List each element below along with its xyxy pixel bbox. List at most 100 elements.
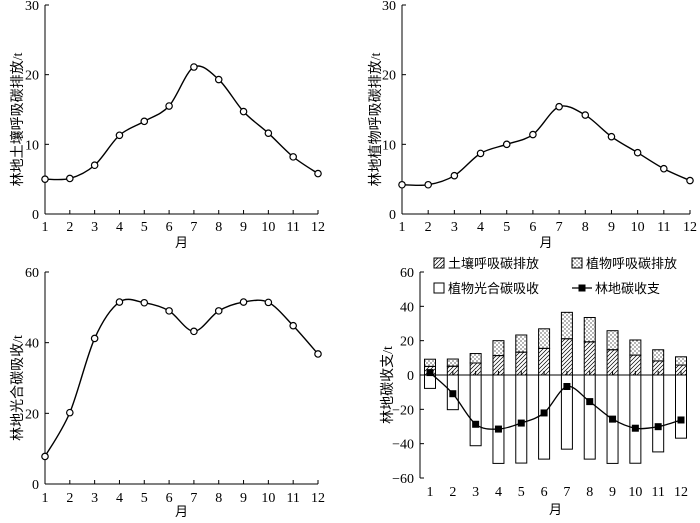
x-tick-label: 12: [674, 485, 688, 500]
x-tick-label: 3: [91, 491, 98, 506]
data-point: [581, 111, 590, 119]
x-tick-label: 2: [449, 485, 456, 500]
x-tick-label: 4: [116, 491, 123, 506]
x-tick-label: 12: [311, 491, 325, 506]
data-point: [660, 164, 668, 173]
series-line: [44, 65, 319, 181]
legend-swatch: [433, 282, 445, 294]
data-point: [398, 180, 406, 189]
bar-photosynthesis: [583, 374, 596, 460]
data-point: [555, 102, 563, 111]
bar-soil-respiration: [652, 360, 665, 376]
y-tick-label: 20: [25, 407, 39, 422]
y-axis-title: 林地植物呼吸碳排放/t: [368, 53, 384, 187]
data-point-net: [426, 369, 434, 377]
data-point-net: [494, 425, 502, 433]
bar-plant-respiration: [515, 334, 528, 353]
x-tick-label: 4: [495, 485, 502, 500]
bar-plant-respiration: [583, 316, 596, 343]
legend-item-3: 林地碳收支: [572, 281, 660, 296]
data-point-net: [631, 424, 639, 432]
bar-plant-respiration: [560, 311, 573, 340]
data-point-net: [540, 409, 548, 417]
data-point: [165, 102, 173, 110]
data-point: [686, 176, 694, 185]
x-tick-label: 1: [399, 220, 406, 235]
legend-item-1: 植物呼吸碳排放: [571, 256, 677, 271]
x-tick-label: 7: [190, 220, 197, 235]
y-tick-label: 0: [407, 369, 414, 384]
y-tick-label: −40: [392, 438, 414, 453]
y-tick-label: 0: [32, 478, 39, 493]
data-point: [529, 130, 537, 139]
data-point: [607, 132, 616, 141]
x-tick-label: 3: [451, 220, 458, 235]
x-tick-label: 6: [166, 220, 173, 235]
bar-plant-respiration: [469, 353, 482, 364]
x-axis-title: 月: [175, 504, 188, 518]
y-tick-label: −60: [392, 472, 414, 487]
bar-soil-respiration: [492, 355, 505, 376]
y-tick-label: 40: [25, 337, 39, 352]
legend-item-2: 植物光合碳吸收: [433, 281, 539, 296]
y-tick-label: 0: [32, 208, 39, 223]
x-tick-label: 9: [608, 220, 615, 235]
bar-photosynthesis: [538, 374, 551, 460]
y-tick-label: 60: [400, 266, 414, 281]
data-point-net: [472, 420, 480, 428]
x-tick-label: 7: [190, 491, 197, 506]
data-point: [289, 321, 297, 330]
x-tick-label: 1: [42, 491, 49, 506]
x-tick-label: 10: [261, 491, 275, 506]
legend-swatch: [433, 257, 445, 269]
bar-soil-respiration: [606, 349, 619, 376]
data-point: [314, 350, 322, 358]
x-tick-label: 7: [563, 485, 570, 500]
data-point: [90, 334, 99, 343]
data-point: [115, 298, 124, 306]
x-tick-label: 2: [425, 220, 432, 235]
data-point: [214, 75, 223, 84]
data-point: [264, 298, 273, 307]
data-point: [450, 171, 459, 180]
data-point: [239, 107, 248, 116]
bar-photosynthesis: [515, 374, 528, 464]
x-tick-label: 10: [261, 220, 275, 235]
data-point: [140, 117, 149, 126]
x-tick-label: 5: [141, 491, 148, 506]
y-tick-label: 30: [25, 0, 39, 14]
x-tick-label: 5: [518, 485, 525, 500]
x-tick-label: 5: [503, 220, 510, 235]
x-tick-label: 6: [529, 220, 536, 235]
legend-label: 植物呼吸碳排放: [586, 256, 677, 271]
x-tick-label: 11: [651, 485, 664, 500]
x-tick-label: 8: [215, 491, 222, 506]
legend-marker: [578, 284, 586, 292]
x-tick-label: 4: [477, 220, 484, 235]
bar-soil-respiration: [675, 364, 687, 376]
legend-swatch: [571, 257, 583, 269]
x-tick-label: 10: [628, 485, 642, 500]
x-tick-label: 4: [116, 220, 123, 235]
x-tick-label: 7: [556, 220, 563, 235]
x-axis-title: 月: [539, 235, 552, 250]
series-line: [44, 298, 319, 457]
bar-soil-respiration: [515, 351, 528, 376]
data-point: [314, 169, 322, 178]
y-tick-label: 0: [389, 208, 396, 223]
data-point-net: [449, 390, 457, 398]
y-tick-label: 20: [25, 69, 39, 84]
data-point: [633, 148, 642, 157]
bar-plant-respiration: [538, 328, 551, 349]
bar-soil-respiration: [446, 365, 459, 376]
bar-photosynthesis: [652, 374, 665, 453]
data-point: [264, 129, 273, 137]
x-tick-label: 9: [609, 485, 616, 500]
data-point-net: [517, 419, 525, 427]
legend-label: 土壤呼吸碳排放: [448, 256, 539, 271]
series-line: [401, 105, 691, 187]
x-tick-label: 8: [582, 220, 589, 235]
